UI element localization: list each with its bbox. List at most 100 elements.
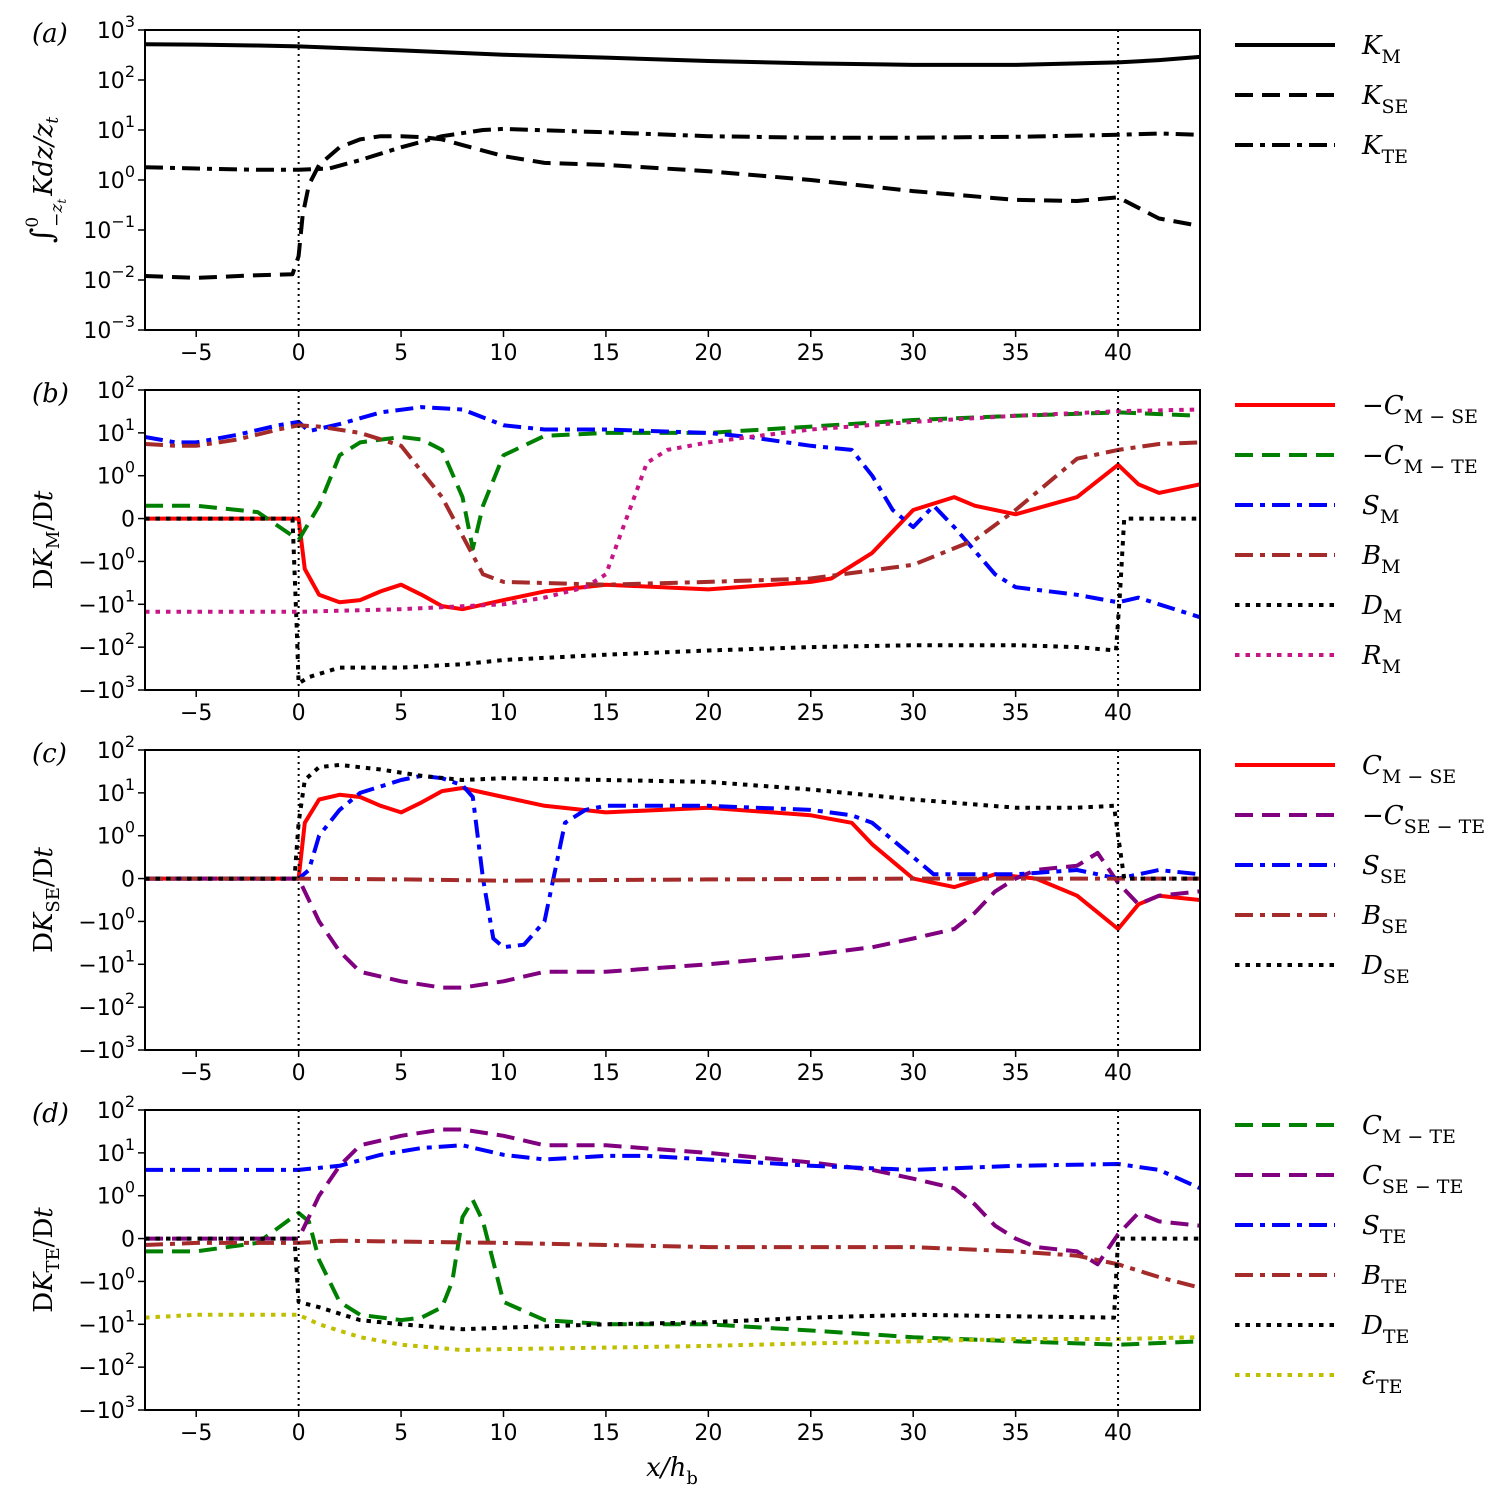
y-tick-label: 102 [97, 372, 135, 404]
x-axis-label: x/hb [646, 1453, 698, 1489]
x-tick-label: 0 [292, 1061, 306, 1086]
y-tick-label: 0 [121, 508, 135, 533]
panel-label: (d) [32, 1099, 69, 1129]
x-tick-label: 10 [489, 341, 517, 366]
y-tick-label: −103 [78, 672, 135, 704]
x-tick-label: 15 [592, 1421, 620, 1446]
panel-b: −5 0 5 10 15 20 25 30 35 40 102 101 100 0 −100 −101 −102… [29, 372, 1478, 726]
y-tick-label: −101 [78, 946, 135, 978]
x-tick-label: −5 [180, 1061, 212, 1086]
x-tick-label: 0 [292, 341, 306, 366]
y-tick-label: 101 [97, 112, 135, 144]
legend-label-C_M-TE: CM − TE [1362, 1111, 1456, 1148]
series-line-B_SE [145, 876, 1200, 883]
y-tick-label: 101 [97, 415, 135, 447]
series-group [145, 1127, 1200, 1353]
x-tick-label: 5 [394, 341, 408, 366]
series-line-R_M [145, 407, 1200, 614]
y-tick-label: 10−2 [83, 262, 135, 294]
x-tick-label: 10 [489, 1061, 517, 1086]
y-tick-label: −101 [78, 586, 135, 618]
x-tick-label: 15 [592, 341, 620, 366]
series-line--C_M-TE [145, 410, 1200, 551]
x-tick-label: 30 [899, 1061, 927, 1086]
y-axis-label: DKM/Dt [29, 490, 64, 589]
legend-label--C_SE-TE: −CSE − TE [1362, 801, 1485, 838]
x-tick-label: 5 [394, 1421, 408, 1446]
axes-frame [144, 389, 1201, 691]
x-tick-label: 35 [1002, 1061, 1030, 1086]
legend-label--C_M-SE: −CM − SE [1362, 391, 1478, 428]
series-line--C_SE-TE [145, 850, 1200, 990]
x-tick-label: 35 [1002, 701, 1030, 726]
x-tick-label: 40 [1104, 1061, 1132, 1086]
x-tick-label: 40 [1104, 341, 1132, 366]
x-tick-label: 20 [694, 701, 722, 726]
legend-label-D_TE: DTE [1361, 1311, 1409, 1348]
series-line-D_SE [145, 762, 1200, 881]
legend-label-R_M: RM [1361, 641, 1401, 678]
series-group [145, 42, 1200, 280]
legend-label-D_SE: DSE [1361, 951, 1410, 988]
legend-label-B_TE: BTE [1361, 1261, 1408, 1298]
series-line-eps_TE [145, 1312, 1200, 1353]
series-line-S_TE [145, 1143, 1200, 1191]
y-tick-label: 103 [97, 12, 135, 44]
x-tick-label: 5 [394, 1061, 408, 1086]
axes-frame [144, 1109, 1201, 1411]
y-tick-label: 10−1 [83, 212, 135, 244]
legend-label-S_SE: SSE [1362, 851, 1407, 888]
x-tick-label: −5 [180, 701, 212, 726]
x-tick-label: −5 [180, 341, 212, 366]
panel-label: (a) [32, 19, 68, 49]
x-tick-label: 10 [489, 701, 517, 726]
panel-d: −5 0 5 10 15 20 25 30 35 40 102 101 100 0 −100 −101 −102… [29, 1092, 1463, 1446]
legend-label-B_M: BM [1361, 541, 1401, 578]
x-tick-label: 40 [1104, 1421, 1132, 1446]
x-tick-label: 20 [694, 1421, 722, 1446]
y-axis-label: DKSE/Dt [29, 847, 64, 953]
y-tick-label: 0 [121, 868, 135, 893]
series-group [145, 762, 1200, 990]
panel-c: −5 0 5 10 15 20 25 30 35 40 102 101 100 0 −100 −101 −102… [29, 732, 1485, 1086]
series-line-D_TE [145, 1236, 1200, 1332]
axes-frame [144, 29, 1201, 331]
y-tick-label: 100 [97, 458, 135, 490]
panel-a: −5 0 5 10 15 20 25 30 35 40 103 102 101 100 10−1 10−2 10… [23, 12, 1408, 366]
x-tick-label: 40 [1104, 701, 1132, 726]
x-tick-label: 0 [292, 701, 306, 726]
series-line-S_SE [145, 773, 1200, 950]
x-tick-label: 25 [797, 341, 825, 366]
series-line-C_SE-TE [145, 1127, 1200, 1267]
y-tick-label: 101 [97, 1135, 135, 1167]
series-line-B_TE [145, 1238, 1200, 1290]
y-tick-label: 102 [97, 1092, 135, 1124]
x-tick-label: 25 [797, 701, 825, 726]
y-tick-label: 102 [97, 62, 135, 94]
series-line-S_M [145, 405, 1200, 620]
y-tick-label: 101 [97, 775, 135, 807]
x-tick-label: 0 [292, 1421, 306, 1446]
series-line-D_M [145, 516, 1200, 686]
series-group [145, 405, 1200, 686]
x-tick-label: 25 [797, 1061, 825, 1086]
x-tick-label: 5 [394, 701, 408, 726]
legend-label-C_SE-TE: CSE − TE [1362, 1161, 1463, 1198]
series-line--C_M-SE [145, 462, 1200, 612]
x-tick-label: 15 [592, 1061, 620, 1086]
legend-label-C_M-SE: CM − SE [1362, 751, 1456, 788]
y-tick-label: 0 [121, 1228, 135, 1253]
x-tick-label: 35 [1002, 1421, 1030, 1446]
panel-label: (c) [32, 739, 67, 769]
x-tick-label: 20 [694, 1061, 722, 1086]
y-axis-label: DKTE/Dt [29, 1207, 64, 1313]
series-line-K_TE [145, 126, 1200, 172]
legend-label-D_M: DM [1361, 591, 1402, 628]
legend-label-S_TE: STE [1362, 1211, 1406, 1248]
x-tick-label: 15 [592, 701, 620, 726]
legend-label-eps_TE: εTE [1362, 1361, 1403, 1398]
legend-label-K_TE: KTE [1361, 131, 1408, 168]
y-tick-label: 102 [97, 732, 135, 764]
series-line-C_M-SE [145, 786, 1200, 931]
